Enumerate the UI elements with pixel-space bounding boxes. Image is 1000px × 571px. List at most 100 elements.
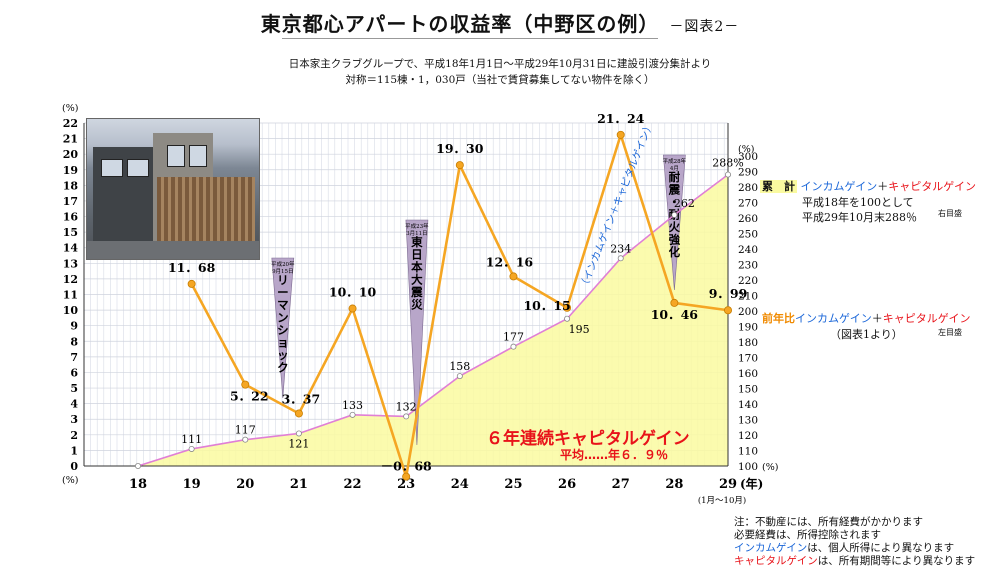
left-tick-label: 20	[63, 148, 79, 161]
yoy-data-label: －0．68	[381, 459, 432, 474]
right-tick-label: 100	[738, 461, 758, 473]
legend-plus: ＋	[877, 180, 889, 193]
event-text-char: 大	[411, 273, 423, 287]
event-text-char: ー	[277, 286, 289, 300]
yoy-point	[670, 298, 679, 307]
x-last-note: (1月～10月)	[698, 495, 746, 506]
footnote-4-capital: キャピタルゲイン	[734, 555, 818, 567]
cumulative-line	[137, 173, 729, 467]
left-tick-label: 8	[70, 335, 78, 348]
cumulative-point	[349, 411, 356, 418]
yoy-point	[187, 279, 196, 288]
left-tick-label: 3	[70, 413, 78, 426]
event-text-char: マ	[277, 298, 289, 312]
yoy-data-label: 10．10	[329, 285, 377, 300]
series-lines	[134, 130, 733, 481]
x-tick-label: 26	[558, 477, 576, 492]
left-tick-label: 19	[63, 164, 78, 177]
right-tick-label: 280	[738, 182, 758, 194]
left-tick-label: 15	[63, 226, 78, 239]
event-text-char: ン	[277, 311, 289, 325]
event-pennant	[663, 154, 686, 291]
yoy-point	[616, 130, 625, 139]
event-date-label: 平成20年	[271, 260, 295, 268]
event-text-char: 火	[669, 220, 681, 234]
event-pennant	[271, 257, 295, 399]
legend-cumulative-note2: 平成29年10月末288％	[802, 211, 917, 224]
yoy-data-label: 19．30	[436, 141, 484, 156]
event-text-char: ・	[669, 195, 681, 209]
event-text-char: シ	[277, 323, 289, 337]
right-tick-label: 250	[738, 229, 758, 241]
event-text-char: リ	[277, 273, 289, 287]
right-tick-label: 260	[738, 213, 758, 225]
yoy-point	[509, 272, 518, 281]
left-unit-bottom: (%)	[62, 475, 78, 486]
yoy-point	[348, 304, 357, 313]
cumulative-point	[295, 430, 302, 437]
left-tick-label: 6	[70, 366, 78, 379]
yoy-data-label: 11．68	[168, 260, 216, 275]
x-tick-label: 21	[290, 477, 308, 492]
page-title: 東京都心アパートの収益率（中野区の例） －図表2－	[0, 8, 1000, 37]
cumulative-point	[403, 413, 410, 420]
cumulative-data-label: 133	[342, 399, 363, 412]
right-tick-label: 240	[738, 244, 758, 256]
cumulative-data-label: 234	[610, 242, 631, 255]
cumulative-data-label: 117	[235, 424, 256, 437]
cumulative-data-label: 288%	[712, 157, 743, 170]
yoy-point	[724, 306, 733, 315]
event-text-char: 東	[411, 235, 423, 249]
right-tick-label: 290	[738, 167, 758, 179]
legend-yoy-capital: キャピタルゲイン	[882, 312, 971, 325]
cumulative-point	[725, 171, 732, 178]
cumulative-point	[510, 343, 517, 350]
yoy-data-label: 10．15	[523, 298, 570, 313]
footnote-2: 必要経費は、所得控除されます	[734, 529, 881, 541]
yoy-point	[455, 161, 464, 170]
legend-yoy-income: インカムゲイン	[795, 312, 872, 325]
yoy-point	[402, 472, 411, 481]
left-tick-label: 21	[63, 133, 78, 146]
legend-cumulative-note1: 平成18年を100として	[802, 196, 914, 209]
legend-yoy-label: 前年比	[762, 312, 795, 325]
event-date-label: 3月11日	[406, 230, 428, 237]
legend-left-scale: 左目盛	[938, 328, 962, 337]
right-tick-label: 110	[738, 446, 758, 458]
caption-main: ６年連続キャピタルゲイン	[486, 429, 690, 449]
left-tick-label: 11	[63, 289, 78, 302]
event-text-char: 災	[410, 298, 423, 312]
legend-cumulative-label: 累 計	[760, 180, 797, 193]
right-tick-label: 220	[738, 275, 758, 287]
yoy-data-label: 12．16	[486, 254, 534, 269]
event-text-char: 震	[668, 183, 681, 197]
cumulative-point	[134, 462, 141, 469]
left-tick-label: 13	[63, 257, 78, 270]
yoy-data-label: 21．24	[597, 111, 645, 126]
yoy-point	[241, 380, 250, 389]
cumulative-point	[671, 211, 678, 218]
cumulative-area-fill	[138, 174, 728, 466]
x-tick-label: 24	[451, 477, 469, 492]
cumulative-data-label: 132	[396, 400, 417, 413]
x-tick-label: 19	[183, 477, 201, 492]
right-tick-label: 230	[738, 260, 758, 272]
cumulative-point	[242, 436, 249, 443]
event-pennant	[405, 219, 429, 446]
right-tick-label: 200	[738, 306, 758, 318]
event-text-char: ッ	[277, 348, 289, 362]
legend-capital: キャピタルゲイン	[888, 180, 977, 193]
legend-right-scale: 右目盛	[938, 209, 962, 218]
x-tick-label: 28	[665, 477, 683, 492]
left-tick-label: 12	[63, 273, 78, 286]
cumulative-point	[456, 373, 463, 380]
yoy-data-label: 9．99	[709, 286, 748, 301]
legend-yoy: 前年比インカムゲイン＋キャピタルゲイン	[762, 312, 971, 326]
event-text-char: 震	[410, 285, 423, 299]
left-tick-label: 22	[63, 117, 78, 130]
left-tick-label: 9	[70, 320, 78, 333]
title-suffix: －図表2－	[669, 19, 740, 35]
left-tick-label: 7	[70, 351, 78, 364]
cumulative-area	[138, 174, 728, 466]
